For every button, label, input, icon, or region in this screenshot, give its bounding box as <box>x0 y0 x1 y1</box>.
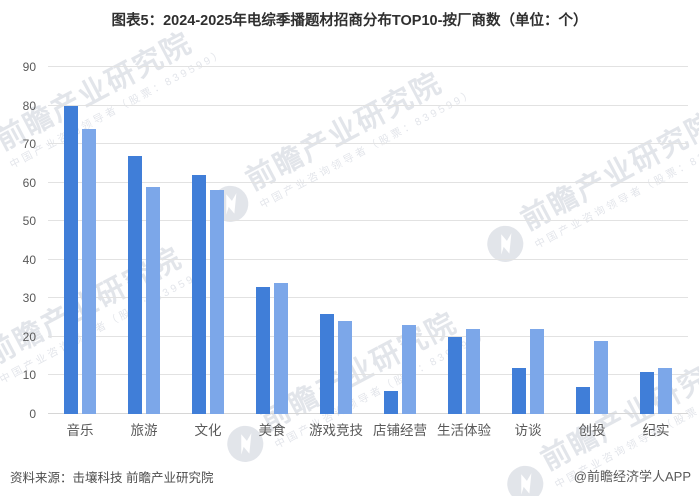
bar-group <box>368 67 432 414</box>
footer-source: 资料来源：击壤科技 前瞻产业研究院 <box>10 471 214 485</box>
bar-light-blue <box>466 329 480 414</box>
bar-group <box>432 67 496 414</box>
bar-light-blue <box>210 190 224 414</box>
x-category-label: 创投 <box>578 423 606 438</box>
x-category-label: 纪实 <box>642 423 670 438</box>
y-tick-label: 10 <box>22 368 36 383</box>
bar-group <box>560 67 624 414</box>
x-category-label: 文化 <box>194 423 222 438</box>
y-axis: 0 10 20 30 40 50 60 70 80 90 <box>0 60 42 421</box>
bar-dark-blue <box>64 105 78 414</box>
y-tick-label: 90 <box>22 60 36 74</box>
bar-group <box>304 67 368 414</box>
gridline <box>48 335 688 337</box>
gridline <box>48 104 688 106</box>
bar-group <box>624 67 688 414</box>
qianzhan-logo-icon <box>507 465 544 496</box>
bar-light-blue <box>274 282 288 414</box>
x-category-label: 访谈 <box>514 423 542 438</box>
bar-light-blue <box>658 367 672 414</box>
bar-dark-blue <box>576 387 590 414</box>
bar-group <box>48 67 112 414</box>
bar-groups <box>48 67 688 414</box>
bar-dark-blue <box>256 286 270 414</box>
x-category-label: 店铺经营 <box>373 423 427 438</box>
footer-credit: @前瞻经济学人APP <box>573 469 691 484</box>
y-tick-label: 80 <box>22 98 36 113</box>
bar-group <box>176 67 240 414</box>
bar-light-blue <box>530 329 544 414</box>
plot-area <box>48 66 688 414</box>
gridline <box>48 143 688 145</box>
bar-dark-blue <box>320 313 334 414</box>
x-axis: 音乐 旅游 文化 美食 游戏竞技 店铺经营 生活体验 访谈 创投 纪实 <box>48 419 688 439</box>
bar-group <box>112 67 176 414</box>
bar-dark-blue <box>128 155 142 414</box>
gridline <box>48 181 688 183</box>
gridline <box>48 66 688 67</box>
bar-dark-blue <box>384 390 398 414</box>
bar-group <box>240 67 304 414</box>
bar-dark-blue <box>640 371 654 414</box>
x-category-label: 美食 <box>258 423 286 438</box>
bar-light-blue <box>82 128 96 414</box>
y-tick-label: 70 <box>22 137 36 152</box>
x-category-label: 生活体验 <box>437 423 491 438</box>
y-tick-label: 20 <box>22 329 36 344</box>
y-tick-label: 50 <box>22 214 36 229</box>
bar-dark-blue <box>512 367 526 414</box>
y-tick-label: 60 <box>22 175 36 190</box>
bar-dark-blue <box>448 336 462 414</box>
x-axis-baseline <box>48 413 688 414</box>
y-tick-label: 30 <box>22 291 36 306</box>
bar-light-blue <box>594 340 608 414</box>
x-category-label: 游戏竞技 <box>309 423 363 438</box>
bar-dark-blue <box>192 174 206 414</box>
bar-light-blue <box>402 325 416 414</box>
gridline <box>48 220 688 222</box>
bar-light-blue <box>146 186 160 414</box>
x-category-label: 旅游 <box>130 423 158 438</box>
x-category-label: 音乐 <box>66 423 94 438</box>
bar-light-blue <box>338 321 352 414</box>
gridline <box>48 258 688 260</box>
y-tick-label: 40 <box>22 252 36 267</box>
gridline <box>48 297 688 299</box>
gridline <box>48 374 688 376</box>
y-tick-label: 0 <box>29 407 36 421</box>
bar-group <box>496 67 560 414</box>
chart-title: 图表5：2024-2025年电综季播题材招商分布TOP10-按厂商数（单位：个） <box>111 13 588 29</box>
